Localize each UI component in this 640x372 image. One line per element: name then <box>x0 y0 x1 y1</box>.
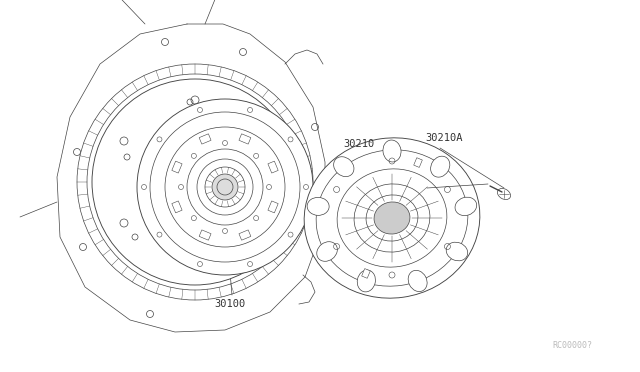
Bar <box>199 134 211 144</box>
Ellipse shape <box>431 156 450 177</box>
Ellipse shape <box>357 270 376 292</box>
Ellipse shape <box>92 79 298 285</box>
Bar <box>362 269 371 278</box>
Text: 30100: 30100 <box>214 299 245 309</box>
Polygon shape <box>57 24 325 332</box>
Bar <box>413 158 422 167</box>
Ellipse shape <box>455 197 477 216</box>
Ellipse shape <box>307 198 329 215</box>
Ellipse shape <box>77 64 313 300</box>
Text: 30210A: 30210A <box>425 133 463 143</box>
Ellipse shape <box>408 270 427 292</box>
Text: RC00000?: RC00000? <box>552 341 592 350</box>
Ellipse shape <box>374 202 410 234</box>
Bar <box>172 201 182 213</box>
Bar <box>199 230 211 240</box>
Bar <box>172 161 182 173</box>
Ellipse shape <box>212 174 238 200</box>
Ellipse shape <box>446 242 468 261</box>
Bar <box>268 201 278 213</box>
Bar <box>268 161 278 173</box>
Ellipse shape <box>383 140 401 162</box>
Ellipse shape <box>317 242 337 261</box>
Text: 30210: 30210 <box>343 139 374 149</box>
Bar <box>239 230 251 240</box>
Ellipse shape <box>304 138 480 298</box>
Ellipse shape <box>137 99 313 275</box>
Ellipse shape <box>333 157 354 177</box>
Bar <box>239 134 251 144</box>
